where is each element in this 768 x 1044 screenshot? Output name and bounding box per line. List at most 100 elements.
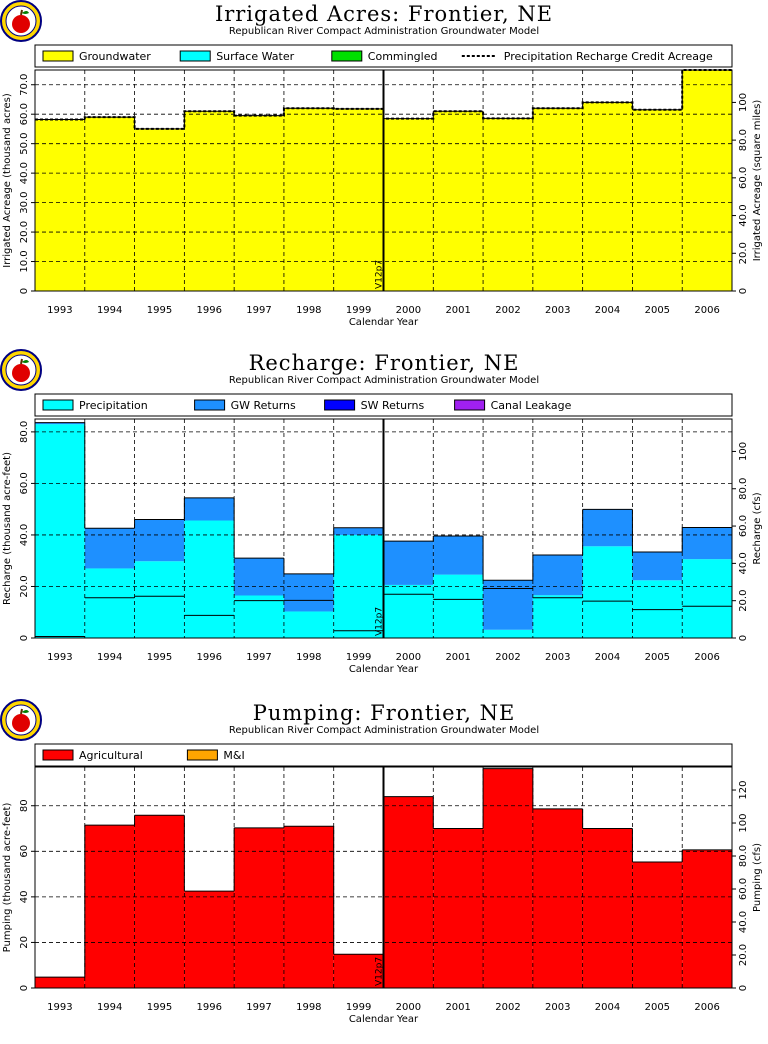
legend-label: Precipitation xyxy=(79,399,148,412)
bar xyxy=(35,424,85,638)
bar xyxy=(582,102,633,291)
x-axis-title: Calendar Year xyxy=(349,317,419,328)
bar xyxy=(84,568,135,638)
bar xyxy=(632,580,683,638)
y2-tick-label: 40.0 xyxy=(738,911,749,933)
y2-axis-title: Irrigated Acreage (square miles) xyxy=(752,100,763,262)
x-tick-label: 2005 xyxy=(645,305,670,316)
x-tick-label: 1997 xyxy=(246,1002,271,1013)
bar xyxy=(383,584,434,638)
legend-swatch xyxy=(42,399,74,411)
bar xyxy=(582,509,633,547)
x-tick-label: 2000 xyxy=(396,305,421,316)
x-tick-label: 1997 xyxy=(246,305,271,316)
bar xyxy=(333,108,384,292)
model-boundary-label: V12p7 xyxy=(375,607,385,636)
y2-tick-label: 80.0 xyxy=(738,845,749,867)
x-tick-label: 1993 xyxy=(47,652,72,663)
x-tick-label: 2005 xyxy=(645,652,670,663)
bar xyxy=(134,128,185,291)
bar xyxy=(483,118,533,291)
pumping-panel: Pumping: Frontier, NE Republican River C… xyxy=(0,699,768,1044)
bar xyxy=(134,519,185,562)
chart-subtitle: Republican River Compact Administration … xyxy=(228,725,540,736)
bar xyxy=(283,108,334,291)
y2-tick-label: 80.0 xyxy=(738,478,749,500)
bar xyxy=(383,118,434,292)
bar xyxy=(433,535,484,575)
bar xyxy=(632,862,683,988)
bar xyxy=(433,574,484,638)
x-tick-label: 2003 xyxy=(545,305,570,316)
y2-tick-label: 60.0 xyxy=(738,167,749,189)
bar xyxy=(234,558,284,596)
y2-tick-label: 40.0 xyxy=(738,552,749,574)
x-tick-label: 1995 xyxy=(147,1002,172,1013)
y-tick-label: 10.0 xyxy=(19,250,30,272)
y2-tick-label: 100 xyxy=(738,813,749,832)
bar xyxy=(532,108,583,291)
x-tick-label: 2004 xyxy=(595,652,620,663)
chart-subtitle: Republican River Compact Administration … xyxy=(228,26,540,37)
y-tick-label: 40 xyxy=(19,890,30,903)
plot-frame xyxy=(34,766,733,989)
x-tick-label: 2001 xyxy=(445,305,470,316)
model-boundary-label: V12p7 xyxy=(375,957,385,986)
apple-logo-icon xyxy=(0,699,42,741)
x-tick-label: 1995 xyxy=(147,305,172,316)
y2-tick-label: 0 xyxy=(738,288,749,294)
legend-swatch xyxy=(331,50,363,62)
x-tick-label: 2001 xyxy=(445,1002,470,1013)
y-tick-label: 40.0 xyxy=(19,162,30,184)
bar xyxy=(383,796,434,988)
legend-swatch xyxy=(42,749,74,761)
bar xyxy=(283,611,334,638)
y2-tick-label: 80.0 xyxy=(738,129,749,151)
legend-label: SW Returns xyxy=(361,399,425,412)
legend-label: M&I xyxy=(223,749,244,762)
bar xyxy=(333,954,384,988)
y-tick-label: 60.0 xyxy=(19,103,30,125)
x-tick-label: 1994 xyxy=(97,652,122,663)
y-axis-title: Pumping (thousand acre-feet) xyxy=(2,803,13,953)
y2-tick-label: 20.0 xyxy=(738,944,749,966)
y-tick-label: 0 xyxy=(19,288,30,294)
y2-tick-label: 20.0 xyxy=(738,242,749,264)
legend-label: Precipitation Recharge Credit Acreage xyxy=(504,50,713,63)
bar xyxy=(532,808,583,988)
x-tick-label: 2005 xyxy=(645,1002,670,1013)
bar xyxy=(234,115,284,291)
bar xyxy=(184,111,235,292)
bar xyxy=(682,849,732,988)
x-tick-label: 1996 xyxy=(197,652,222,663)
x-tick-label: 2003 xyxy=(545,652,570,663)
y-tick-label: 20 xyxy=(19,936,30,949)
legend-label: Groundwater xyxy=(79,50,151,63)
bar xyxy=(134,561,185,638)
legend-label: Commingled xyxy=(368,50,438,63)
bar xyxy=(35,119,85,291)
bar xyxy=(682,70,732,291)
bar xyxy=(682,559,732,638)
y-tick-label: 50.0 xyxy=(19,133,30,155)
legend-swatch xyxy=(454,399,486,411)
plot-frame xyxy=(34,69,733,292)
y-axis-title: Irrigated Acreage (thousand acres) xyxy=(2,93,13,268)
x-tick-label: 2002 xyxy=(495,1002,520,1013)
y-axis-title: Recharge (thousand acre-feet) xyxy=(2,452,13,605)
y-tick-label: 40.0 xyxy=(19,524,30,546)
x-tick-label: 1998 xyxy=(296,1002,321,1013)
y-tick-label: 60.0 xyxy=(19,472,30,494)
legend-label: Agricultural xyxy=(79,749,143,762)
x-tick-label: 2004 xyxy=(595,305,620,316)
x-tick-label: 2001 xyxy=(445,652,470,663)
apple-logo-icon xyxy=(0,0,42,42)
y2-tick-label: 0 xyxy=(738,635,749,641)
y-tick-label: 0 xyxy=(19,635,30,641)
bar xyxy=(483,768,533,988)
x-tick-label: 2006 xyxy=(694,1002,719,1013)
bar xyxy=(84,528,135,569)
y-tick-label: 20.0 xyxy=(19,575,30,597)
bar xyxy=(532,555,583,596)
apple-logo-icon xyxy=(0,349,42,391)
